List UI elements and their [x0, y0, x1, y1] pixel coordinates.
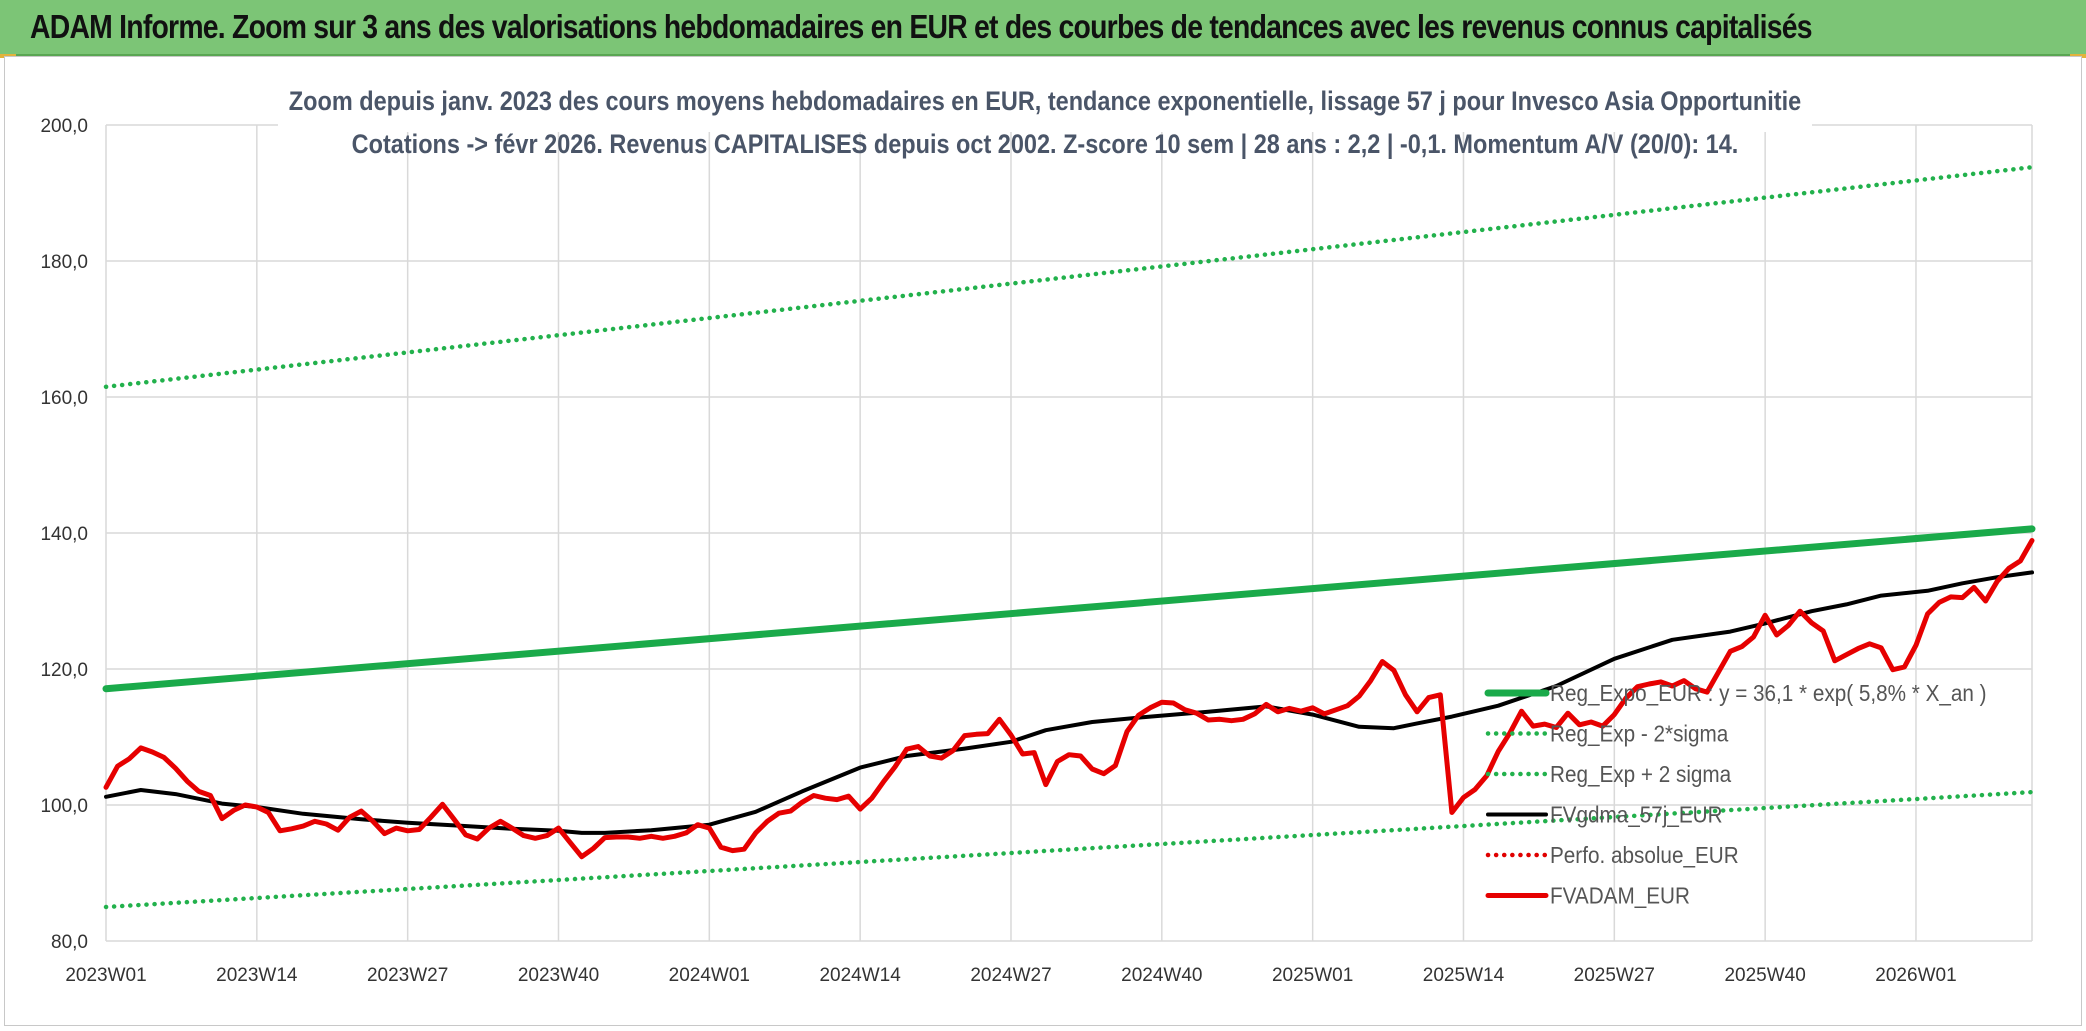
chart-title-line-1: Zoom depuis janv. 2023 des cours moyens … — [289, 87, 1801, 117]
y-axis-ticks: 80,0 100,0 120,0 140,0 160,0 180,0 200,0 — [40, 116, 88, 953]
x-tick-label: 2025W40 — [1724, 965, 1805, 986]
legend-label: Reg_Exp + 2 sigma — [1550, 761, 1732, 787]
legend: Reg_Expo_EUR : y = 36,1 * exp( 5,8% * X_… — [1484, 680, 1987, 909]
x-tick-label: 2023W40 — [518, 965, 599, 986]
legend-label: FVgdma_57j_EUR — [1550, 801, 1723, 827]
x-tick-label: 2025W01 — [1272, 965, 1353, 986]
y-tick-label: 80,0 — [51, 932, 88, 953]
x-tick-label: 2025W14 — [1423, 965, 1505, 986]
report-title: ADAM Informe. Zoom sur 3 ans des valoris… — [30, 8, 1813, 45]
title-background — [278, 78, 1812, 132]
legend-label: Perfo. absolue_EUR — [1550, 842, 1739, 868]
x-tick-label: 2024W40 — [1121, 965, 1202, 986]
x-tick-label: 2024W27 — [970, 965, 1051, 986]
x-tick-label: 2026W01 — [1875, 965, 1956, 986]
x-tick-label: 2023W14 — [216, 965, 298, 986]
legend-label: FVADAM_EUR — [1550, 882, 1690, 908]
x-tick-label: 2023W01 — [65, 965, 146, 986]
y-tick-label: 140,0 — [40, 524, 88, 545]
legend-label: Reg_Exp - 2*sigma — [1550, 720, 1729, 746]
series-line-5 — [103, 538, 2035, 860]
y-tick-label: 160,0 — [40, 388, 88, 409]
series-line-2 — [103, 164, 2035, 390]
series-line-0 — [102, 525, 2036, 693]
x-tick-label: 2024W01 — [669, 965, 750, 986]
series-line-1 — [103, 789, 2035, 910]
y-tick-label: 100,0 — [40, 796, 88, 817]
x-tick-label: 2024W14 — [819, 965, 901, 986]
report-banner: ADAM Informe. Zoom sur 3 ans des valoris… — [0, 0, 2086, 56]
y-tick-label: 120,0 — [40, 660, 88, 681]
y-tick-label: 180,0 — [40, 252, 88, 273]
x-tick-label: 2025W27 — [1574, 965, 1655, 986]
grid — [105, 124, 2033, 942]
x-axis-ticks: 2023W01 2023W14 2023W27 2023W40 2024W01 2024W… — [65, 965, 1956, 986]
series — [102, 164, 2036, 910]
legend-label: Reg_Expo_EUR : y = 36,1 * exp( 5,8% * X_… — [1550, 680, 1987, 706]
y-tick-label: 200,0 — [40, 116, 88, 137]
chart-frame — [4, 56, 2082, 1026]
x-tick-label: 2023W27 — [367, 965, 448, 986]
chart-title-line-2: Cotations -> févr 2026. Revenus CAPITALI… — [352, 130, 1739, 160]
